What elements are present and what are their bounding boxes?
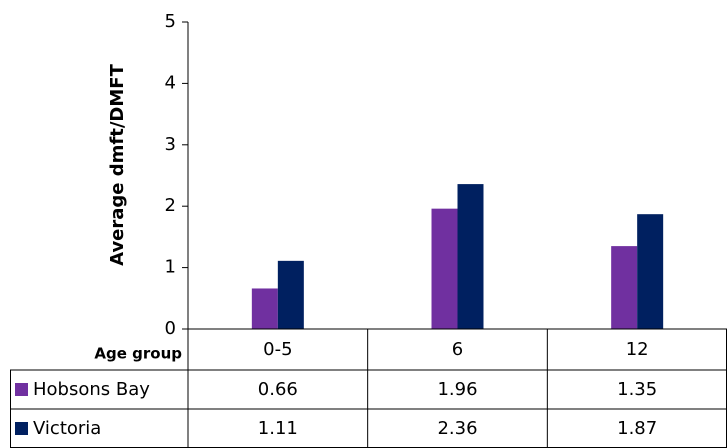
bar xyxy=(457,184,484,329)
bar xyxy=(431,208,458,329)
x-tick-label: 0-5 xyxy=(263,339,292,360)
bar xyxy=(251,288,278,329)
legend-swatch xyxy=(15,383,28,396)
table-value: 1.87 xyxy=(617,418,657,439)
y-axis-title: Average dmft/DMFT xyxy=(107,63,128,265)
legend-label: Victoria xyxy=(33,418,101,439)
legend-label: Hobsons Bay xyxy=(33,379,150,400)
y-tick-label: 2 xyxy=(165,195,176,216)
table-value: 0.66 xyxy=(258,379,298,400)
table-value: 1.35 xyxy=(617,379,657,400)
y-tick-label: 5 xyxy=(165,11,176,32)
y-tick-label: 1 xyxy=(165,257,176,278)
x-tick-label: 6 xyxy=(452,339,463,360)
x-axis-title: Age group xyxy=(94,345,182,363)
bar xyxy=(637,214,664,329)
y-tick-label: 3 xyxy=(165,134,176,155)
bar xyxy=(611,246,638,329)
x-tick-label: 12 xyxy=(626,339,649,360)
y-tick-label: 0 xyxy=(165,318,176,339)
bar xyxy=(277,260,304,329)
table-value: 1.96 xyxy=(437,379,477,400)
y-tick-label: 4 xyxy=(165,72,176,93)
legend-swatch xyxy=(15,422,28,435)
table-value: 1.11 xyxy=(258,418,298,439)
table-value: 2.36 xyxy=(437,418,477,439)
